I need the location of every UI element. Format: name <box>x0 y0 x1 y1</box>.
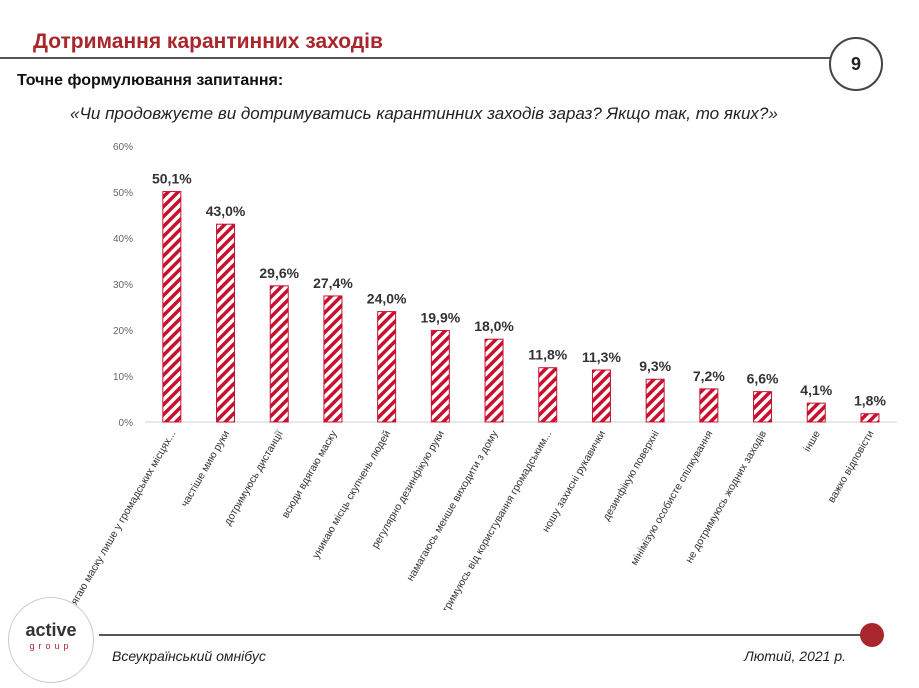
data-label: 18,0% <box>474 318 514 334</box>
data-label: 4,1% <box>800 382 832 398</box>
logo-subtext: group <box>29 641 73 651</box>
survey-name: Всеукраїнський омнібус <box>112 648 266 664</box>
category-label: інше <box>801 428 823 454</box>
category-label: частіше мию руки <box>179 428 233 509</box>
logo-text: active <box>25 620 77 640</box>
category-label: ношу захисні рукавички <box>540 428 608 534</box>
y-tick-label: 20% <box>113 326 133 337</box>
bar <box>645 378 665 423</box>
data-label: 29,6% <box>259 265 299 281</box>
data-label: 19,9% <box>420 309 460 325</box>
bar <box>377 311 397 423</box>
data-label: 9,3% <box>639 358 671 374</box>
category-label: вдягаю маску лише у громадських місцях..… <box>63 429 179 611</box>
survey-date: Лютий, 2021 р. <box>744 648 846 664</box>
data-label: 1,8% <box>854 393 886 409</box>
data-label: 50,1% <box>152 171 192 187</box>
y-tick-label: 60% <box>113 142 133 153</box>
bar <box>269 285 289 423</box>
bar <box>591 369 611 423</box>
bar <box>860 413 880 423</box>
bar <box>699 388 719 423</box>
bar <box>323 295 343 423</box>
bar <box>484 338 504 423</box>
category-label: утримуюсь від користування громадським..… <box>437 429 554 611</box>
data-label: 27,4% <box>313 275 353 291</box>
footer-rule <box>99 634 867 636</box>
data-label: 24,0% <box>367 291 407 307</box>
data-label: 6,6% <box>747 371 779 387</box>
header-rule <box>0 57 836 59</box>
data-label: 7,2% <box>693 368 725 384</box>
company-logo: active group <box>8 597 94 683</box>
page-number: 9 <box>850 53 861 74</box>
bar <box>216 223 236 423</box>
bar <box>162 191 182 423</box>
bar <box>430 329 450 423</box>
data-label: 11,8% <box>528 347 567 363</box>
category-label: дезинфікую поверхні <box>600 429 661 523</box>
bar <box>538 367 558 423</box>
y-tick-label: 50% <box>113 188 133 199</box>
bar-chart: 0% 10% 20% 30% 40% 50% 60% 50,1% вдягаю маску ли… <box>63 142 897 610</box>
chart-layer: 0% 10% 20% 30% 40% 50% 60% 50,1% вдягаю маску ли… <box>63 142 897 610</box>
data-label: 11,3% <box>582 349 621 365</box>
y-tick-label: 30% <box>113 280 133 291</box>
y-tick-label: 40% <box>113 234 133 245</box>
data-label: 43,0% <box>206 203 246 219</box>
bar <box>806 402 826 423</box>
y-tick-label: 0% <box>119 418 134 429</box>
question-text: «Чи продовжуєте ви дотримуватись каранти… <box>70 104 778 123</box>
bar <box>753 391 773 423</box>
page-number-badge: 9 <box>829 37 883 91</box>
category-label: намагаюсь менше виходити з дому <box>404 428 501 583</box>
category-label: всюди вдягаю маску <box>280 428 340 520</box>
footer-dot <box>860 623 884 647</box>
page-title: Дотримання карантинних заходів <box>33 30 383 53</box>
category-label: важко відповісти <box>826 428 877 504</box>
category-label: дотримуюсь дистанції <box>222 428 286 527</box>
question-label: Точне формулювання запитання: <box>17 72 284 89</box>
y-tick-label: 10% <box>113 372 133 383</box>
